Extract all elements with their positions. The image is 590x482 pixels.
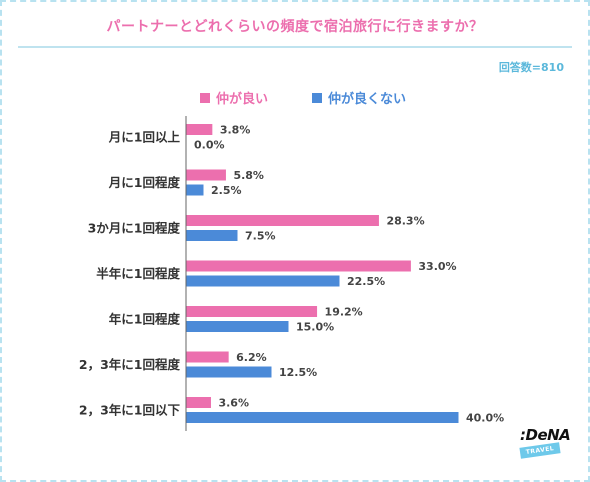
category-label: 年に1回程度 [109, 312, 181, 327]
value-label-good: 6.2% [236, 351, 267, 364]
bar-good [186, 260, 411, 272]
bar-good [186, 169, 226, 181]
category-label: 3か月に1回程度 [88, 221, 181, 236]
logo-sub: TRAVEL [525, 445, 555, 456]
bar-bad [186, 275, 340, 287]
bar-bad [186, 230, 238, 241]
bar-bad [186, 412, 459, 423]
bar-good [186, 215, 379, 226]
value-label-good: 19.2% [325, 306, 363, 319]
legend-item-good: 仲が良い [200, 88, 268, 107]
category-label: 半年に1回程度 [96, 266, 180, 281]
value-label-bad: 15.0% [296, 321, 334, 334]
legend-item-bad: 仲が良くない [312, 88, 406, 107]
category-label: 2，3年に1回程度 [79, 357, 181, 372]
category-label: 月に1回程度 [108, 175, 181, 190]
respondent-count: 回答数=810 [498, 61, 564, 74]
bar-good [186, 124, 213, 135]
value-label-good: 33.0% [418, 260, 456, 273]
bar-good [186, 306, 318, 317]
legend: 仲が良い 仲が良くない [200, 88, 406, 107]
chart-title: パートナーとどれくらいの頻度で宿泊旅行に行きますか？ [106, 19, 484, 35]
value-label-bad: 22.5% [347, 275, 385, 288]
value-label-good: 5.8% [233, 169, 264, 182]
header: パートナーとどれくらいの頻度で宿泊旅行に行きますか？ [18, 12, 572, 48]
dena-travel-logo: :DeNA TRAVEL [519, 426, 571, 462]
value-label-good: 3.6% [218, 397, 249, 410]
legend-label-bad: 仲が良くない [328, 92, 407, 107]
value-label-bad: 12.5% [279, 366, 317, 379]
value-label-bad: 7.5% [245, 230, 276, 243]
bar-good [186, 397, 211, 408]
legend-swatch-bad [312, 92, 323, 103]
logo-band: TRAVEL [519, 442, 561, 459]
value-label-bad: 40.0% [466, 412, 504, 425]
bar-good [186, 351, 229, 363]
value-label-bad: 0.0% [194, 139, 225, 152]
bar-bad [186, 366, 272, 378]
value-label-bad: 2.5% [211, 184, 242, 197]
category-label: 2，3年に1回以下 [79, 403, 181, 418]
value-label-good: 28.3% [386, 215, 424, 228]
bar-bad [186, 184, 204, 196]
bar-bad [186, 321, 289, 332]
legend-swatch-good [200, 92, 210, 103]
logo-brand: :DeNA [520, 426, 571, 444]
legend-label-good: 仲が良い [216, 92, 269, 107]
category-label: 月に1回以上 [108, 130, 181, 145]
value-label-good: 3.8% [220, 124, 251, 137]
